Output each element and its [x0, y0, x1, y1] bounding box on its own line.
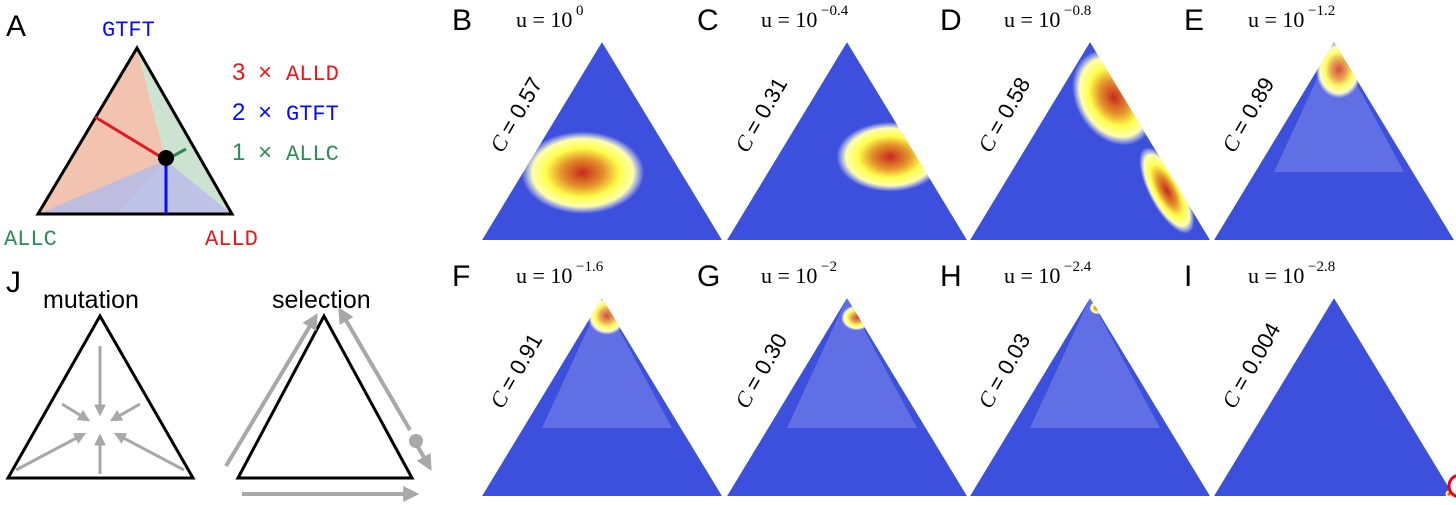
selection-arrow-right-up: [338, 307, 412, 432]
panel-label: D: [940, 4, 962, 37]
mutation-diagram: [5, 312, 196, 480]
density-tail: [1139, 147, 1195, 234]
legend-allc: 1 × ALLC: [232, 139, 339, 167]
density-wash: [1274, 42, 1404, 172]
mutation-rate-label: u = 10: [761, 7, 817, 32]
mutation-title: mutation: [43, 286, 139, 314]
mutation-rate-label: u = 10: [1004, 7, 1060, 32]
panel-a-label: A: [6, 10, 26, 43]
cooperation-label: C = 0.31: [730, 73, 793, 156]
panel-label: F: [452, 260, 470, 293]
density-wash: [787, 298, 917, 428]
panel-label: C: [697, 4, 719, 37]
selection-title: selection: [272, 286, 371, 314]
highlight-circle: [1447, 474, 1456, 498]
legend-alld-times: ×: [258, 59, 272, 86]
population-point: [158, 150, 174, 166]
cooperation-label: C = 0.58: [973, 73, 1036, 156]
legend-allc-times: ×: [258, 139, 272, 166]
mutation-rate-exponent: −2: [821, 259, 837, 275]
region-allc: [38, 48, 166, 214]
density-background: [482, 298, 722, 496]
legend-allc-name: ALLC: [286, 142, 339, 167]
mutation-rate-exponent: −2.8: [1308, 259, 1335, 275]
mutation-rate-label: u = 10: [516, 263, 572, 288]
mutation-arrow-right: [113, 432, 185, 472]
legend-gtft-count: 2: [232, 99, 245, 126]
mutation-rate-label: u = 10: [1248, 263, 1304, 288]
legend-gtft-times: ×: [258, 99, 272, 126]
mutation-arrow-upper-right: [109, 402, 141, 422]
legend-alld-count: 3: [232, 59, 245, 86]
mutation-rate-label: u = 10: [761, 263, 817, 288]
density-background: [1214, 298, 1454, 496]
legend-gtft-name: GTFT: [286, 102, 339, 127]
legend-allc-count: 1: [232, 139, 245, 166]
density-background: [727, 298, 967, 496]
mutation-rate-label: u = 10: [1248, 7, 1304, 32]
panel-label: G: [697, 260, 720, 293]
mutation-arrow-left: [15, 432, 87, 472]
density-peak: [521, 131, 645, 214]
cooperation-label: C = 0.03: [973, 329, 1036, 412]
selection-diagram: [224, 307, 432, 502]
simplex-triangle-a: [35, 45, 235, 216]
panel-label: E: [1184, 4, 1204, 37]
density-wash: [1030, 298, 1160, 428]
mutation-arrow-upper-left: [61, 402, 91, 422]
selection-fixed-point: [409, 434, 423, 448]
cooperation-label: C = 0.30: [730, 329, 793, 412]
corner-label-allc: ALLC: [4, 227, 57, 252]
mutation-rate-exponent: 0: [576, 3, 584, 19]
mutation-rate-exponent: −2.4: [1064, 259, 1092, 275]
legend-gtft: 2 × GTFT: [232, 99, 339, 127]
selection-arrow-left-edge: [224, 313, 318, 468]
panel-j: J mutation selection: [5, 266, 432, 502]
panel-label: B: [452, 4, 472, 37]
density-wash: [542, 298, 672, 428]
mutation-rate-exponent: −0.4: [821, 3, 849, 19]
region-alld: [38, 160, 232, 214]
selection-triangle: [235, 312, 415, 480]
density-background: [970, 298, 1210, 496]
panel-label: H: [940, 260, 962, 293]
panel-label: I: [1184, 260, 1192, 293]
mutation-rate-exponent: −1.2: [1308, 3, 1335, 19]
density-background: [1214, 42, 1454, 240]
alld-segment: [94, 115, 167, 162]
legend-alld: 3 × ALLD: [232, 59, 339, 87]
cooperation-label: C = 0.91: [485, 329, 548, 412]
mutation-rate-exponent: −0.8: [1064, 3, 1091, 19]
cooperation-label: C = 0.89: [1217, 73, 1280, 156]
mutation-rate-label: u = 10: [516, 7, 572, 32]
panel-a: A GTFT ALLC ALLD 3 × ALLD 2 × GTFT 1 × A…: [4, 10, 339, 252]
panel-j-label: J: [6, 266, 21, 299]
corner-label-alld: ALLD: [205, 227, 258, 252]
density-peak: [836, 121, 944, 192]
mutation-triangle: [5, 312, 196, 480]
mutation-rate-exponent: −1.6: [576, 259, 604, 275]
corner-label-gtft: GTFT: [102, 18, 155, 43]
legend-alld-name: ALLD: [286, 62, 339, 87]
cooperation-label: C = 0.57: [485, 73, 548, 156]
mutation-rate-label: u = 10: [1004, 263, 1060, 288]
